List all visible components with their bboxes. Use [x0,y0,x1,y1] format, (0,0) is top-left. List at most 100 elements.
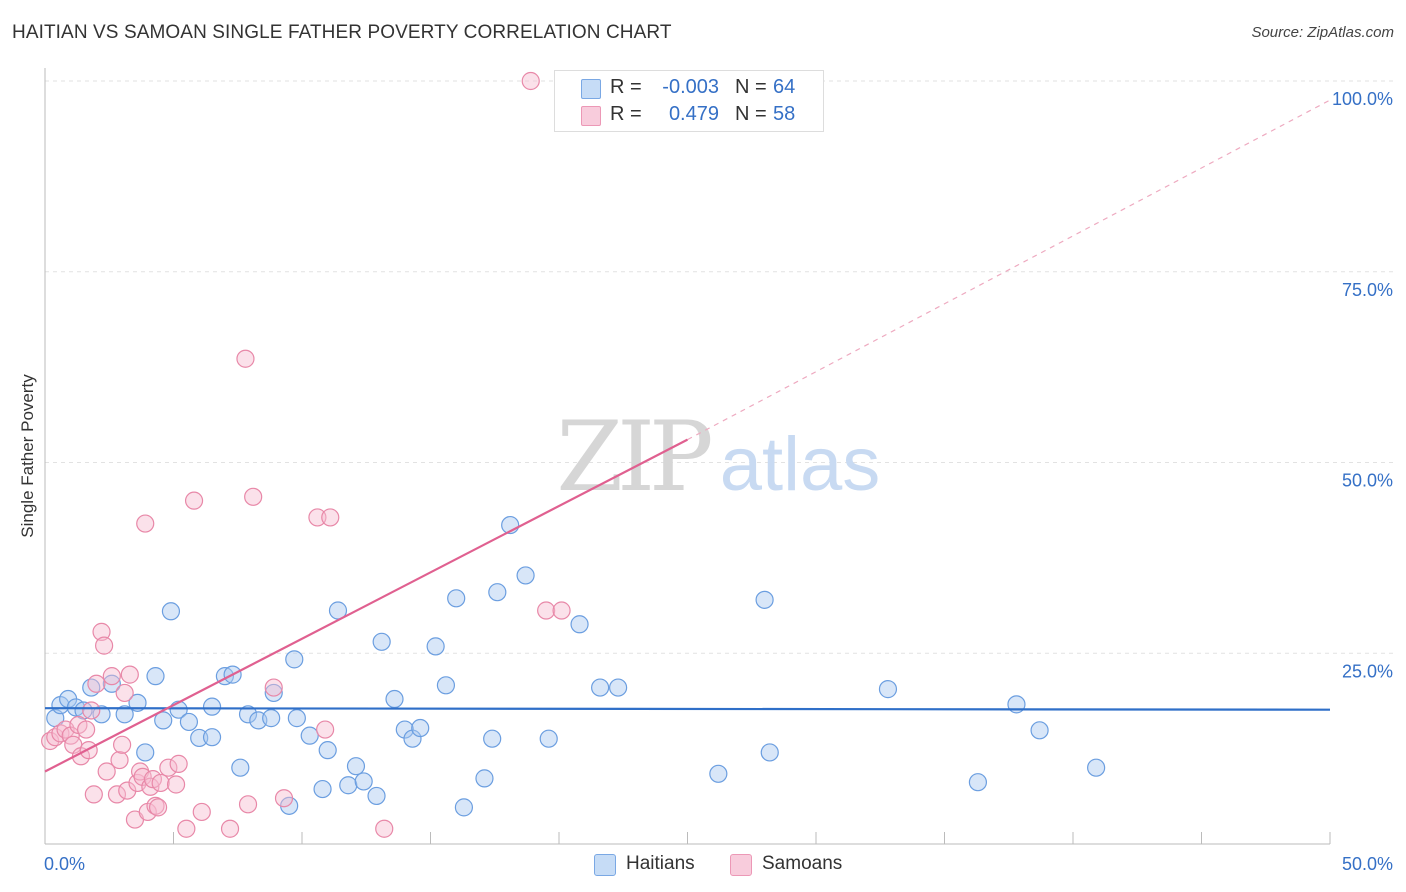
haitian-trend-line [44,707,1331,711]
haitian-point [570,615,589,634]
legend-r-value: 0.479 [668,103,719,125]
haitian-point [411,718,430,738]
haitian-point [539,729,558,748]
haitian-point [154,711,173,730]
samoan-point [552,601,571,620]
haitian-point [115,705,134,724]
trend-lines [44,99,1331,773]
haitian-point [300,726,319,745]
haitian-point [146,667,165,686]
haitian-point [968,773,988,792]
legend-row-haitians: R = -0.003 N = 64 [555,74,823,100]
haitian-point [1087,758,1106,777]
watermark-atlas: atlas [720,422,881,507]
haitian-point [372,632,391,651]
haitian-point [878,680,898,699]
haitian-point [102,674,121,693]
samoan-point [375,819,394,838]
haitians-points [46,515,1106,817]
haitian-point [136,743,155,762]
haitian-point [475,769,494,788]
samoan-trend-line [44,438,689,773]
samoan-point [102,667,121,686]
axes [44,68,1331,845]
haitian-point [354,772,373,791]
haitian-point [128,693,147,712]
haitian-point [287,709,306,728]
haitian-point [436,676,456,695]
samoan-point [115,683,134,703]
haitian-point [262,709,281,728]
samoan-point [169,754,188,773]
haitian-point [92,705,111,724]
y-tick-label: 25.0% [1342,661,1393,681]
haitian-point [313,779,332,799]
haitian-point [202,697,222,716]
correlation-legend: R = -0.003 N = 64 R = 0.479 N = 58 [554,70,824,132]
haitian-point [709,764,728,783]
haitian-point [454,798,474,817]
legend-r-value: -0.003 [662,76,719,98]
haitian-point [202,728,222,747]
legend-r-label: R = [610,103,642,125]
samoan-point [264,678,283,697]
haitian-point [488,583,507,602]
samoan-point [110,750,129,770]
haitian-point [231,758,250,777]
haitian-point [1030,721,1049,740]
legend-n-value: 64 [773,76,796,98]
haitian-point [395,720,414,739]
samoan-point [537,601,556,620]
samoan-point [120,665,139,684]
y-tick-label: 75.0% [1342,280,1393,300]
legend-row-samoans: R = 0.479 N = 58 [555,101,823,127]
haitian-point [238,705,258,724]
haitian-point [190,728,209,748]
y-tick-label: 50.0% [1342,471,1393,491]
haitian-point [339,776,358,795]
legend-label-haitians: Haitians [626,853,695,874]
samoan-point [87,674,106,693]
samoan-point [118,781,137,800]
legend-n-label: N = [735,103,767,125]
samoan-point [220,819,240,838]
source-label: Source: ZipAtlas.com [1251,24,1394,41]
samoan-point [308,508,327,527]
legend-swatch-samoans [730,854,752,876]
samoan-point [151,773,170,793]
haitian-point [367,786,386,806]
samoan-point [92,622,111,641]
haitian-point [591,678,610,697]
samoan-point [184,491,204,510]
haitian-point [318,741,337,760]
haitian-point [179,712,199,732]
samoan-point [107,785,127,804]
haitian-point [516,566,535,585]
samoan-point [82,701,101,720]
legend-n-label: N = [735,76,767,98]
x-tick-label: 50.0% [1342,854,1393,874]
haitian-point [161,602,181,621]
legend-n-value: 58 [773,103,796,125]
samoan-point [84,785,103,804]
samoan-point [238,795,258,814]
samoan-point [192,802,211,822]
y-tick-label: 100.0% [1332,89,1393,109]
samoan-point [236,349,255,368]
haitian-point [760,743,779,762]
legend-swatch-haitians [581,79,601,99]
haitian-point [609,678,628,697]
chart-title: HAITIAN VS SAMOAN SINGLE FATHER POVERTY … [12,22,672,43]
legend-swatch-haitians [594,854,616,876]
samoan-point [112,735,132,754]
haitian-point [285,650,304,669]
samoan-point [166,775,186,794]
haitian-point [426,637,445,656]
samoan-point [274,789,294,808]
x-tick-label: 0.0% [44,854,85,874]
haitian-point [447,589,466,608]
samoan-point [95,636,114,655]
samoan-point [148,798,168,817]
haitian-point [74,701,93,720]
